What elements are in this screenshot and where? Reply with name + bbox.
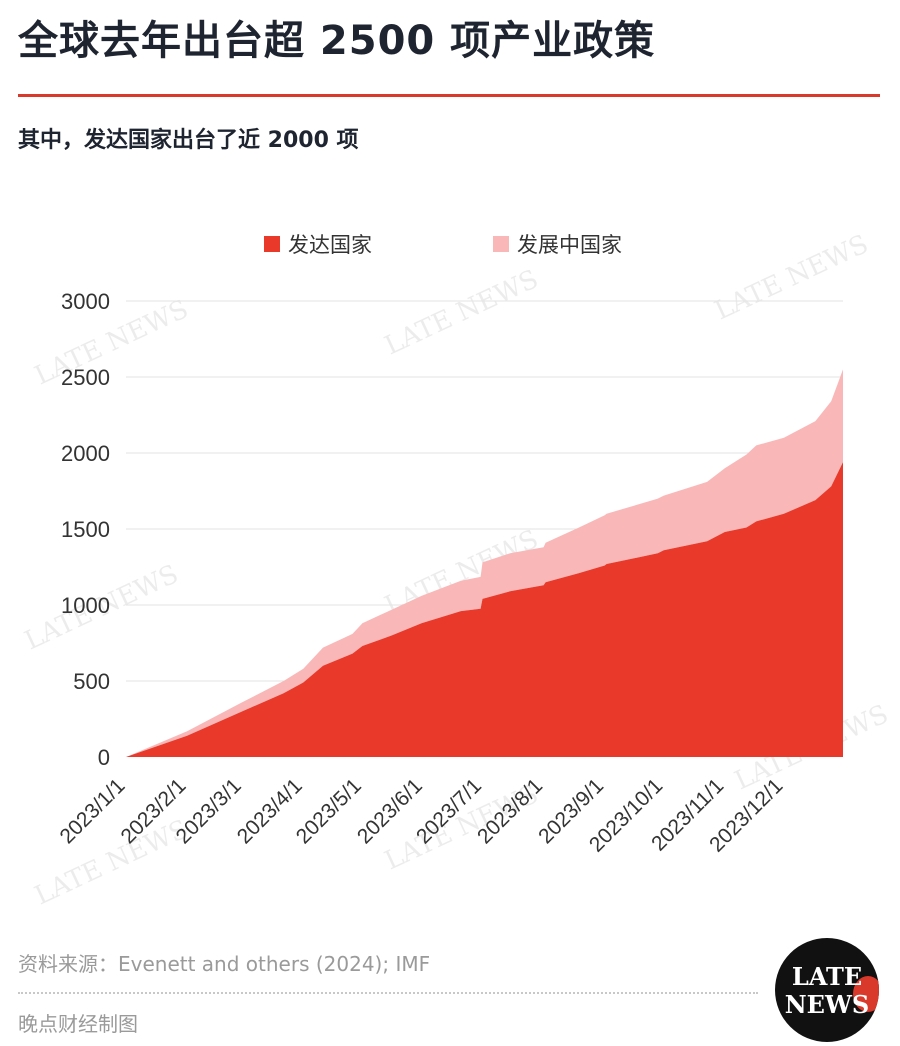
watermark-text: LATE NEWS [710, 229, 873, 326]
chart-subtitle: 其中，发达国家出台了近 2000 项 [18, 128, 359, 153]
y-tick-label: 2500 [61, 365, 110, 390]
watermark-text: LATE NEWS [380, 264, 543, 361]
legend-swatch [264, 236, 280, 252]
dotted-divider [18, 992, 758, 994]
legend-swatch [493, 236, 509, 252]
chart-credit: 晚点财经制图 [18, 1012, 138, 1036]
logo-red-mark [853, 976, 879, 1012]
logo-text-late: LATE [791, 962, 863, 991]
area-developing-countries [126, 369, 843, 757]
y-tick-label: 1500 [61, 517, 110, 542]
title-divider [18, 94, 880, 97]
x-tick-label: 2023/1/1 [55, 774, 129, 848]
area-developed-countries [126, 462, 843, 757]
y-axis: 0 500 1000 1500 2000 2500 3000 [61, 289, 110, 770]
logo-text-news: NEWS [784, 990, 870, 1019]
x-tick-label: 2023/5/1 [292, 774, 366, 848]
legend-label: 发达国家 [288, 233, 372, 257]
watermark-text: LATE NEWS [30, 814, 193, 911]
y-tick-label: 3000 [61, 289, 110, 314]
y-tick-label: 1000 [61, 593, 110, 618]
late-news-logo: LATE NEWS [775, 938, 879, 1042]
source-note: 资料来源：Evenett and others (2024); IMF [18, 952, 431, 976]
y-tick-label: 500 [73, 669, 110, 694]
chart-title: 全球去年出台超 2500 项产业政策 [18, 18, 656, 64]
area-series [126, 369, 843, 757]
y-tick-label: 0 [98, 745, 110, 770]
y-tick-label: 2000 [61, 441, 110, 466]
legend: 发达国家 发展中国家 [264, 233, 622, 257]
legend-label: 发展中国家 [517, 233, 622, 257]
